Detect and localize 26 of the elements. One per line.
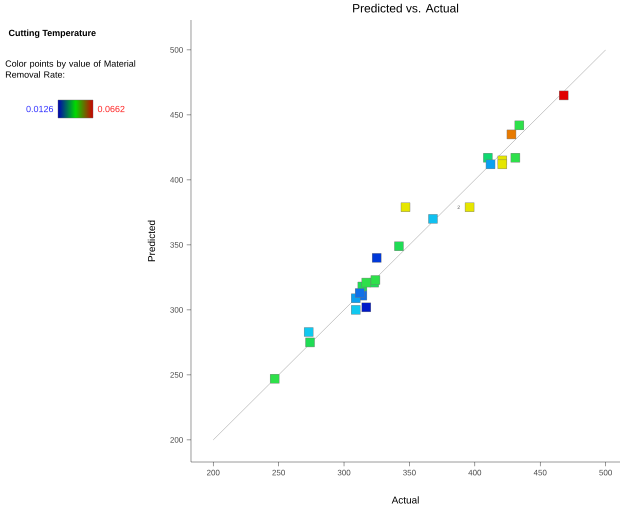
y-axis-title: Predicted xyxy=(148,220,156,262)
point xyxy=(559,90,568,100)
point xyxy=(355,288,364,298)
point xyxy=(351,305,360,315)
point xyxy=(510,153,520,162)
point xyxy=(270,374,280,384)
point xyxy=(428,214,438,224)
text: Cutting Temperature xyxy=(8,30,96,38)
chart-title: Predicted vs. Actual xyxy=(353,4,458,12)
x-axis-title: Actual xyxy=(392,496,419,504)
point xyxy=(464,202,474,212)
color-bar-title: Color points by value of Material Removal Rate: xyxy=(6,60,136,78)
point xyxy=(362,302,371,312)
point xyxy=(506,130,516,140)
point xyxy=(394,242,404,251)
point xyxy=(362,278,371,288)
point xyxy=(305,338,315,348)
point xyxy=(486,160,496,169)
point xyxy=(304,327,314,337)
point xyxy=(370,275,380,285)
point xyxy=(498,160,507,169)
point xyxy=(514,120,524,130)
text: 0.0662 xyxy=(98,106,124,112)
point xyxy=(372,253,382,263)
point xyxy=(400,202,410,212)
text: 0.0126 xyxy=(26,106,54,112)
